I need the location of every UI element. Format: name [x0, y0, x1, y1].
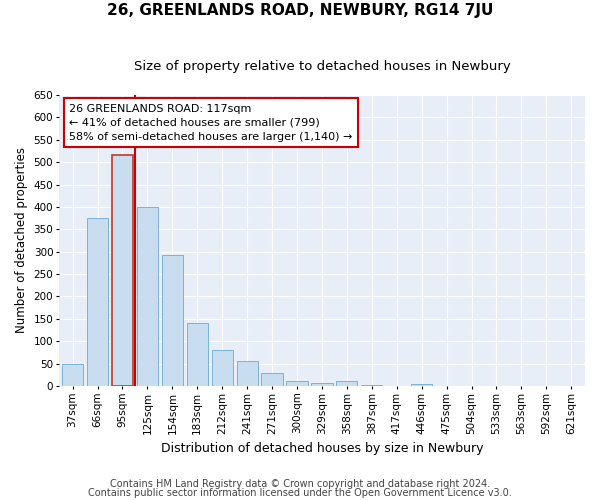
- X-axis label: Distribution of detached houses by size in Newbury: Distribution of detached houses by size …: [161, 442, 483, 455]
- Bar: [286, 380, 308, 386]
- Bar: [62, 364, 83, 386]
- Bar: [311, 383, 332, 386]
- Title: Size of property relative to detached houses in Newbury: Size of property relative to detached ho…: [134, 60, 511, 73]
- Bar: [87, 218, 108, 386]
- Text: Contains HM Land Registry data © Crown copyright and database right 2024.: Contains HM Land Registry data © Crown c…: [110, 479, 490, 489]
- Text: Contains public sector information licensed under the Open Government Licence v3: Contains public sector information licen…: [88, 488, 512, 498]
- Bar: [361, 384, 382, 386]
- Bar: [262, 372, 283, 386]
- Text: 26, GREENLANDS ROAD, NEWBURY, RG14 7JU: 26, GREENLANDS ROAD, NEWBURY, RG14 7JU: [107, 2, 493, 18]
- Bar: [212, 350, 233, 386]
- Bar: [187, 324, 208, 386]
- Y-axis label: Number of detached properties: Number of detached properties: [15, 148, 28, 334]
- Bar: [137, 207, 158, 386]
- Bar: [112, 156, 133, 386]
- Bar: [336, 380, 358, 386]
- Text: 26 GREENLANDS ROAD: 117sqm
← 41% of detached houses are smaller (799)
58% of sem: 26 GREENLANDS ROAD: 117sqm ← 41% of deta…: [70, 104, 353, 142]
- Bar: [162, 255, 183, 386]
- Bar: [411, 384, 432, 386]
- Bar: [236, 362, 258, 386]
